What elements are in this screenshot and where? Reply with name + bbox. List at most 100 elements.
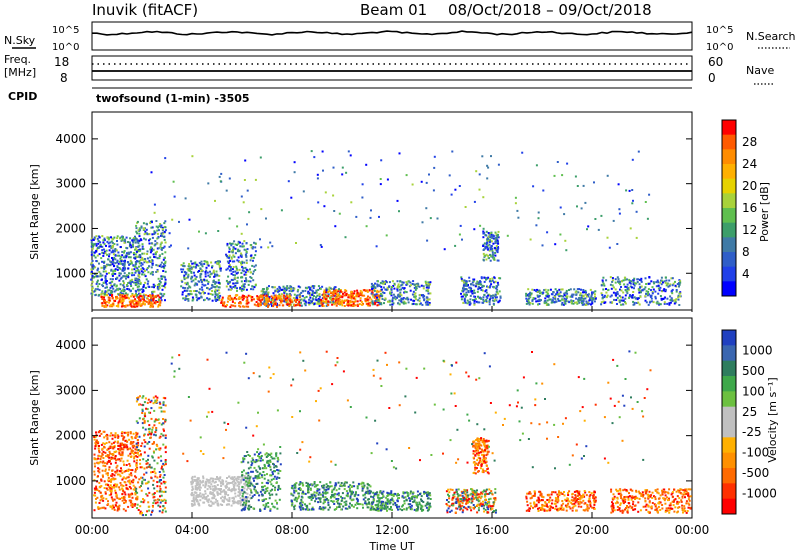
echo-point [570,301,573,304]
echo-point [557,299,560,302]
echo-point [267,298,270,301]
echo-point [115,493,118,496]
echo-point [335,304,338,307]
echo-point [99,274,102,277]
echo-point [233,278,236,281]
echo-point [488,238,491,241]
echo-point [253,460,256,463]
echo-point [196,477,199,480]
echo-point [139,466,142,469]
echo-point [616,296,619,299]
echo-point [259,508,261,511]
echo-point [160,277,163,280]
echo-point [162,270,165,272]
echo-point [105,291,108,293]
echo-point [108,264,111,267]
echo-point [216,500,219,502]
echo-point [356,291,359,294]
echo-point [116,235,119,238]
echo-point [310,285,313,288]
echo-point [469,289,472,291]
echo-point [131,496,134,499]
echo-point [143,269,146,272]
echo-point [679,280,682,283]
echo-point [226,477,228,479]
echo-point [254,489,257,492]
echo-point [142,498,144,500]
echo-point [132,295,135,298]
echo-point [551,293,554,296]
echo-point [112,270,115,273]
echo-point [93,453,96,456]
echo-point [273,466,276,469]
echo-point [403,300,406,303]
echo-point [292,297,295,299]
echo-point [251,247,254,250]
echo-point [126,469,128,472]
echo-point [135,230,138,233]
echo-point [159,505,162,508]
echo-point [108,460,111,463]
echo-point [145,300,148,303]
echo-point [307,217,310,220]
echo-point [383,281,386,284]
echo-point [606,236,609,239]
echo-point [138,486,141,489]
echo-point [405,281,408,284]
echo-point [187,247,190,250]
echo-point [91,285,94,288]
echo-point [111,473,114,475]
echo-point [674,284,677,287]
echo-point [207,182,210,185]
echo-point [572,300,575,302]
echo-point [90,272,93,275]
echo-point [264,490,267,493]
echo-point [296,304,299,307]
echo-point [231,300,234,303]
echo-point [259,302,262,305]
echo-point [159,402,162,405]
echo-point [473,278,476,281]
echo-point [495,296,498,299]
echo-point [182,297,185,300]
echo-point [205,478,208,481]
echo-point [560,295,563,298]
echo-point [92,267,95,270]
echo-point [467,291,470,294]
echo-point [97,475,99,478]
echo-point [134,277,137,280]
echo-point [396,199,399,202]
echo-point [322,300,325,303]
echo-point [140,262,143,265]
echo-point [116,237,119,240]
echo-point [461,238,463,241]
echo-point [131,300,134,303]
echo-point [98,288,101,291]
echo-point [149,222,152,224]
echo-point [583,291,585,294]
echo-point [214,261,217,264]
echo-point [100,498,103,501]
echo-point [107,292,110,295]
echo-point [529,302,532,305]
echo-point [243,248,246,251]
echo-point [207,501,210,504]
echo-point [216,298,219,301]
echo-point [164,278,167,281]
echo-point [480,289,483,291]
echo-point [143,473,146,476]
echo-point [129,452,132,455]
echo-point [262,288,265,290]
echo-point [271,493,274,496]
echo-point [405,283,408,286]
echo-point [191,500,194,502]
echo-point [248,211,251,214]
echo-point [425,181,428,184]
echo-point [131,506,134,508]
echo-point [279,487,282,490]
echo-point [398,210,400,213]
echo-point [199,486,202,489]
echo-point [594,297,597,300]
echo-point [543,289,546,291]
echo-point [497,236,500,239]
